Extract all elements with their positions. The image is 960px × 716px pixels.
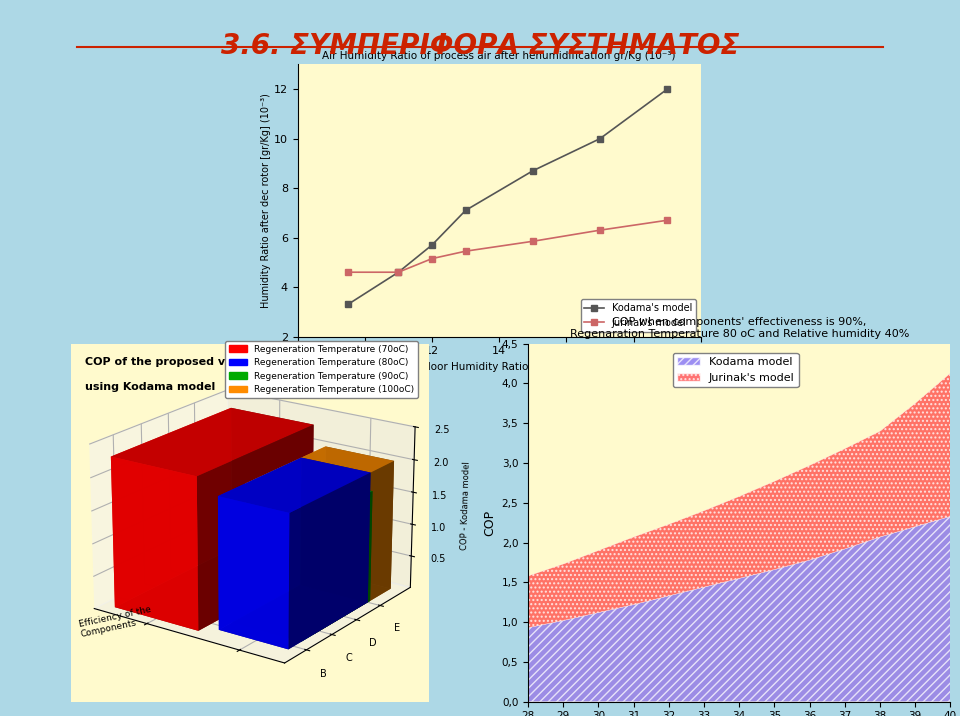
Jurinak's model <box>342 268 353 276</box>
Kodama's model <box>527 167 539 175</box>
Kodama's model <box>661 85 673 94</box>
Kodama's model <box>426 241 438 249</box>
Jurinak's model <box>460 247 471 256</box>
Kodama's model <box>460 206 471 215</box>
Kodama's model <box>594 135 606 143</box>
Jurinak's model <box>594 226 606 234</box>
Text: Efficiency of the
Components: Efficiency of the Components <box>78 605 154 639</box>
Legend: Kodama model, Jurinak's model: Kodama model, Jurinak's model <box>673 353 799 387</box>
Y-axis label: Humidity Ratio after dec rotor [gr/Kg] (10⁻³): Humidity Ratio after dec rotor [gr/Kg] (… <box>261 93 271 308</box>
Y-axis label: COP: COP <box>483 510 496 536</box>
X-axis label: Outdoor Humidity Ratio gr/Kg (10⁻³): Outdoor Humidity Ratio gr/Kg (10⁻³) <box>405 362 593 372</box>
Text: 3.6. ΣΥΜΠΕΡΙΦΟΡΑ ΣΥΣΤΗΜΑΤΟΣ: 3.6. ΣΥΜΠΕΡΙΦΟΡΑ ΣΥΣΤΗΜΑΤΟΣ <box>221 32 739 60</box>
Title: Air Humidity Ratio of process air after hehumidification gr/Kg (10⁻³): Air Humidity Ratio of process air after … <box>323 51 676 61</box>
Kodama's model <box>393 268 404 276</box>
Jurinak's model <box>393 268 404 276</box>
Kodama's model <box>342 300 353 309</box>
Line: Jurinak's model: Jurinak's model <box>345 217 671 276</box>
Legend: Kodama's model, Jurinak's model: Kodama's model, Jurinak's model <box>581 299 696 332</box>
Legend: Regeneration Temperature (70oC), Regeneration Temperature (80oC), Regeneration T: Regeneration Temperature (70oC), Regener… <box>226 341 419 398</box>
Line: Kodama's model: Kodama's model <box>345 86 671 308</box>
Jurinak's model <box>426 254 438 263</box>
Jurinak's model <box>661 216 673 225</box>
Jurinak's model <box>527 237 539 246</box>
Text: using Kodama model: using Kodama model <box>84 382 215 392</box>
Text: COP of the proposed ventilation cycle: COP of the proposed ventilation cycle <box>84 357 321 367</box>
Title: COP when components' effectiveness is 90%,
Regenaration Temperature 80 oC and Re: COP when components' effectiveness is 90… <box>569 317 909 339</box>
